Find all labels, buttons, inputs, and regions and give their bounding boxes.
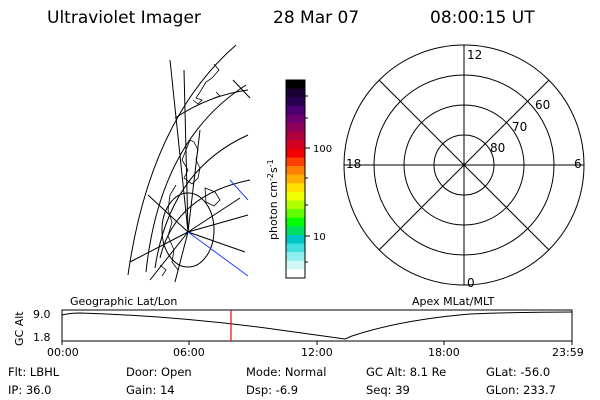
x-label-1200: 12:00: [301, 346, 333, 359]
map-coastline-2: [181, 139, 201, 185]
map-meridian-3: [174, 231, 189, 283]
colorbar-cell: [286, 105, 305, 115]
colorbar-cell: [286, 243, 305, 253]
footer-dsp: Dsp: -6.9: [246, 383, 299, 397]
lat-label-80: 80: [490, 141, 505, 155]
colorbar-cell: [286, 209, 305, 219]
map-meridian-7: [147, 194, 189, 233]
colorbar-cell: [286, 226, 305, 236]
colorbar-cell: [286, 114, 305, 124]
timeline-right-title: Apex MLat/MLT: [412, 295, 495, 308]
x-label-0000: 00:00: [47, 346, 79, 359]
colorbar-cell: [286, 131, 305, 141]
colorbar-label-100: 100: [313, 144, 332, 155]
colorbar-cell: [286, 183, 305, 193]
colorbar-cell: [286, 260, 305, 270]
geographic-map: [127, 44, 251, 283]
lat-label-70: 70: [512, 120, 527, 134]
colorbar-cell: [286, 80, 305, 90]
colorbar-cell: [286, 252, 305, 262]
x-label-1800: 18:00: [428, 346, 460, 359]
timeline-altitude-curve: [61, 311, 573, 340]
colorbar-cell: [286, 123, 305, 133]
mlt-label-18: 18: [346, 157, 361, 171]
mlt-label-6: 6: [574, 157, 582, 171]
colorbar-cell: [286, 200, 305, 210]
colorbar-cell: [286, 269, 305, 279]
mlt-label-0: 0: [467, 276, 475, 290]
map-meridian-4: [187, 231, 246, 253]
colorbar-cell: [286, 234, 305, 245]
map-meridian-1: [129, 231, 189, 263]
polar-plot: [343, 44, 585, 286]
timeline-left-title: Geographic Lat/Lon: [70, 295, 178, 308]
footer-gc-alt: GC Alt: 8.1 Re: [366, 365, 447, 379]
instrument-title: Ultraviolet Imager: [47, 8, 201, 28]
map-lat-circle-1: [145, 84, 247, 273]
map-coastline-1: [192, 63, 220, 105]
lat-label-60: 60: [535, 98, 550, 112]
colorbar-unit-label: photon cm-2s-1: [266, 159, 280, 240]
altitude-timeline: GC Alt 9.0 1.8: [13, 308, 573, 346]
map-meridian-6: [187, 197, 241, 233]
footer-door: Door: Open: [126, 365, 192, 379]
footer-glon: GLon: 233.7: [486, 383, 556, 397]
timeline-axis-label: GC Alt: [13, 311, 26, 346]
map-meridian-5: [187, 214, 249, 233]
map-coastline-6: [213, 91, 221, 99]
time-label: 08:00:15 UT: [430, 8, 535, 28]
colorbar-cell: [286, 174, 305, 184]
footer-gain: Gain: 14: [126, 383, 175, 397]
map-coastline-3: [167, 184, 179, 271]
map-lat-circle-4: [174, 89, 249, 119]
colorbar-cell: [286, 191, 305, 202]
map-lat-circle-2: [154, 134, 249, 269]
colorbar-label-10: 10: [313, 232, 326, 243]
y-tick-1-8: 1.8: [33, 331, 51, 344]
footer-ip: IP: 36.0: [8, 383, 52, 397]
colorbar-cell: [286, 97, 305, 107]
colorbar-cell: [286, 166, 305, 176]
colorbar-cell: [286, 140, 305, 150]
map-noon-meridian-blue: [187, 231, 249, 277]
y-tick-9: 9.0: [33, 308, 51, 321]
colorbar-cells: [286, 80, 305, 279]
footer-seq: Seq: 39: [366, 383, 410, 397]
x-label-0600: 06:00: [173, 346, 205, 359]
map-coastline-4: [204, 187, 221, 207]
colorbar-cell: [286, 88, 305, 98]
map-blue-segment: [229, 179, 249, 201]
colorbar: 100 10 photon cm-2s-1: [266, 79, 332, 279]
map-meridian-10: [169, 59, 189, 233]
polar-labels: 12 0 18 6 60 70 80: [346, 48, 582, 290]
polar-diagonal-2: [378, 79, 550, 251]
mlt-label-12: 12: [467, 48, 482, 62]
timeline-frame: [61, 309, 573, 342]
colorbar-cell: [286, 148, 305, 158]
map-pole-ellipse: [161, 192, 215, 268]
map-meridian-8: [187, 129, 201, 233]
map-coastline-5: [159, 264, 167, 277]
footer-flt: Flt: LBHL: [8, 365, 60, 379]
date-label: 28 Mar 07: [273, 8, 360, 28]
map-meridian-2: [149, 231, 189, 281]
map-edge-tick: [232, 79, 251, 99]
footer-glat: GLat: -56.0: [486, 365, 551, 379]
x-label-2359: 23:59: [552, 346, 584, 359]
colorbar-cell: [286, 217, 305, 227]
footer-mode: Mode: Normal: [246, 365, 327, 379]
colorbar-cell: [286, 157, 305, 167]
colorbar-frame: [285, 79, 306, 279]
